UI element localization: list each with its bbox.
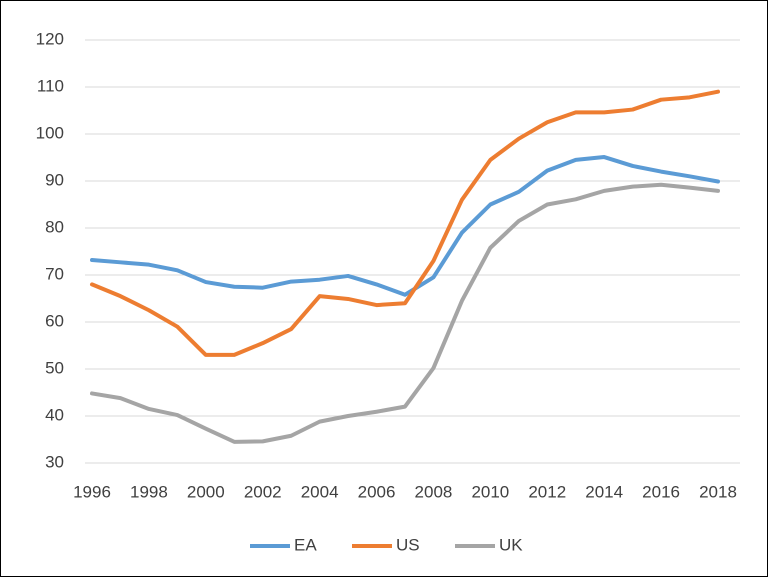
legend-label: UK xyxy=(499,535,523,554)
x-tick-label: 2016 xyxy=(642,482,680,501)
legend-label: US xyxy=(396,535,420,554)
y-tick-label: 100 xyxy=(36,123,64,142)
x-tick-label: 2012 xyxy=(528,482,566,501)
legend-label: EA xyxy=(294,535,317,554)
x-tick-label: 2000 xyxy=(187,482,225,501)
y-tick-label: 110 xyxy=(37,76,64,95)
x-tick-label: 1996 xyxy=(73,482,111,501)
y-tick-label: 120 xyxy=(36,29,64,48)
x-tick-label: 2004 xyxy=(301,482,339,501)
x-tick-label: 2018 xyxy=(699,482,737,501)
y-tick-label: 30 xyxy=(45,452,64,471)
y-tick-label: 60 xyxy=(45,311,64,330)
series-line xyxy=(90,182,720,444)
x-tick-label: 2008 xyxy=(415,482,453,501)
x-tick-label: 1998 xyxy=(130,482,168,501)
series-line xyxy=(90,89,720,357)
y-tick-label: 40 xyxy=(45,405,64,424)
y-tick-label: 70 xyxy=(45,264,64,283)
y-tick-label: 90 xyxy=(45,170,64,189)
x-tick-label: 2014 xyxy=(585,482,623,501)
x-tick-label: 2010 xyxy=(471,482,509,501)
series-line xyxy=(90,155,720,297)
x-tick-label: 2002 xyxy=(244,482,282,501)
y-tick-label: 50 xyxy=(45,358,64,377)
x-tick-label: 2006 xyxy=(358,482,396,501)
y-tick-label: 80 xyxy=(45,217,64,236)
